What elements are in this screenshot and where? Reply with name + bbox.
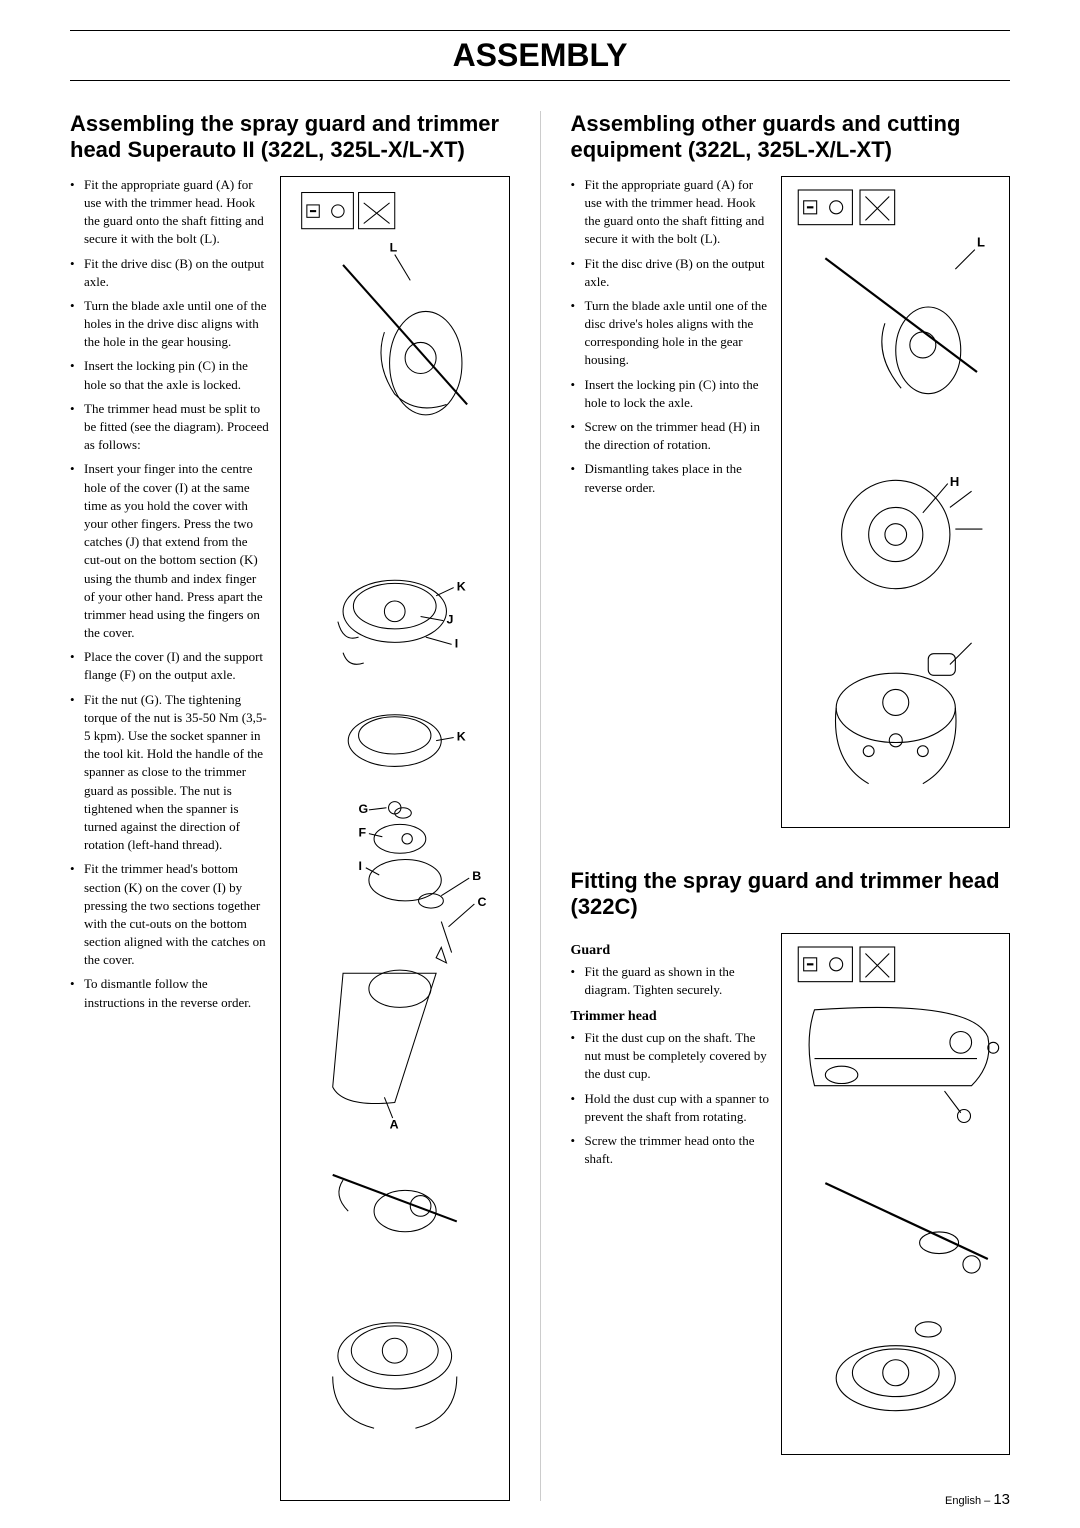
right-section-1-row: Fit the appropriate guard (A) for use wi… (571, 176, 1011, 828)
diagram-label-a: A (390, 1117, 399, 1131)
list-item: Fit the guard as shown in the diagram. T… (571, 963, 771, 999)
left-column: Assembling the spray guard and trimmer h… (70, 111, 510, 1501)
list-item: Fit the appropriate guard (A) for use wi… (571, 176, 771, 249)
assembly-diagram-right-2 (782, 934, 1010, 1454)
right-1-bullet-list: Fit the appropriate guard (A) for use wi… (571, 176, 771, 497)
diagram-label-l-r: L (977, 234, 985, 249)
list-item: To dismantle follow the instructions in … (70, 975, 270, 1011)
list-item: Fit the drive disc (B) on the output axl… (70, 255, 270, 291)
right-column: Assembling other guards and cutting equi… (571, 111, 1011, 1501)
right-diagram-2 (781, 933, 1011, 1455)
list-item: Turn the blade axle until one of the hol… (70, 297, 270, 352)
left-content-row: Fit the appropriate guard (A) for use wi… (70, 176, 510, 1502)
diagram-label-f: F (359, 826, 367, 840)
footer-lang: English (945, 1495, 981, 1507)
list-item: Hold the dust cup with a spanner to prev… (571, 1090, 771, 1126)
right-section-2-text: Guard Fit the guard as shown in the diag… (571, 933, 771, 1455)
list-item: Fit the appropriate guard (A) for use wi… (70, 176, 270, 249)
list-item: The trimmer head must be split to be fit… (70, 400, 270, 455)
assembly-diagram-left: L K J I (281, 177, 509, 1501)
list-item: Fit the trimmer head's bottom section (K… (70, 860, 270, 969)
list-item: Screw on the trimmer head (H) in the dir… (571, 418, 771, 454)
left-section-heading: Assembling the spray guard and trimmer h… (70, 111, 510, 164)
right-section-1-text: Fit the appropriate guard (A) for use wi… (571, 176, 771, 828)
diagram-label-l: L (390, 240, 398, 254)
right-section-2-heading: Fitting the spray guard and trimmer head… (571, 868, 1011, 921)
diagram-label-h: H (949, 474, 958, 489)
right-section-1: Assembling other guards and cutting equi… (571, 111, 1011, 828)
footer-page-number: 13 (993, 1491, 1010, 1508)
list-item: Insert the locking pin (C) into the hole… (571, 376, 771, 412)
assembly-diagram-right-1: L H (782, 177, 1010, 827)
page-title: ASSEMBLY (70, 30, 1010, 81)
diagram-label-k: K (457, 579, 466, 593)
diagram-label-i: I (455, 636, 458, 650)
guard-bullet-list: Fit the guard as shown in the diagram. T… (571, 963, 771, 999)
diagram-label-g: G (359, 802, 369, 816)
list-item: Dismantling takes place in the reverse o… (571, 460, 771, 496)
list-item: Insert your finger into the centre hole … (70, 460, 270, 642)
diagram-label-c: C (477, 895, 486, 909)
list-item: Screw the trimmer head onto the shaft. (571, 1132, 771, 1168)
list-item: Fit the disc drive (B) on the output axl… (571, 255, 771, 291)
trimmer-bullet-list: Fit the dust cup on the shaft. The nut m… (571, 1029, 771, 1168)
diagram-label-b: B (472, 869, 481, 883)
right-section-2-row: Guard Fit the guard as shown in the diag… (571, 933, 1011, 1455)
list-item: Place the cover (I) and the support flan… (70, 648, 270, 684)
diagram-label-k2: K (457, 729, 466, 743)
diagram-label-i2: I (359, 859, 362, 873)
list-item: Insert the locking pin (C) in the hole s… (70, 357, 270, 393)
trimmer-subheading: Trimmer head (571, 1009, 771, 1025)
content-wrapper: Assembling the spray guard and trimmer h… (70, 111, 1010, 1501)
right-section-2: Fitting the spray guard and trimmer head… (571, 868, 1011, 1455)
list-item: Turn the blade axle until one of the dis… (571, 297, 771, 370)
page-footer: English – 13 (945, 1491, 1010, 1508)
left-bullet-list: Fit the appropriate guard (A) for use wi… (70, 176, 270, 1012)
right-diagram-1: L H (781, 176, 1011, 828)
left-diagrams-panel: L K J I (280, 176, 510, 1502)
column-divider (540, 111, 541, 1501)
list-item: Fit the nut (G). The tightening torque o… (70, 691, 270, 855)
diagram-label-j: J (446, 613, 453, 627)
list-item: Fit the dust cup on the shaft. The nut m… (571, 1029, 771, 1084)
guard-subheading: Guard (571, 943, 771, 959)
right-section-1-heading: Assembling other guards and cutting equi… (571, 111, 1011, 164)
left-text-block: Fit the appropriate guard (A) for use wi… (70, 176, 270, 1502)
